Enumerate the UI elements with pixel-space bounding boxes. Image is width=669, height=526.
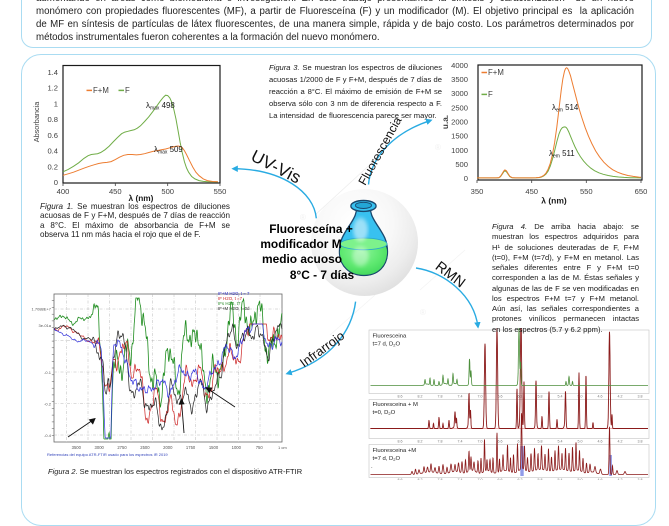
svg-text:550: 550 xyxy=(214,187,227,196)
svg-text:5.4: 5.4 xyxy=(558,395,563,399)
svg-text:λem 511: λem 511 xyxy=(549,149,575,159)
svg-text:4.2: 4.2 xyxy=(618,395,623,399)
svg-text:Fluoresceina: Fluoresceina xyxy=(373,334,407,340)
svg-text:1 cm: 1 cm xyxy=(278,445,287,450)
svg-text:8.2: 8.2 xyxy=(418,395,423,399)
svg-text:.: . xyxy=(371,464,373,470)
svg-text:®: ® xyxy=(325,83,331,92)
svg-text:IF+M H2O, t = 7: IF+M H2O, t = 7 xyxy=(218,291,250,296)
svg-text:350: 350 xyxy=(471,187,484,196)
svg-text:1.2: 1.2 xyxy=(47,84,58,93)
svg-text:-0.2: -0.2 xyxy=(44,402,52,407)
svg-text:1000: 1000 xyxy=(232,445,242,450)
svg-text:5.0: 5.0 xyxy=(578,395,583,399)
svg-text:F: F xyxy=(488,90,493,99)
svg-text:2500: 2500 xyxy=(140,445,150,450)
svg-text:550: 550 xyxy=(580,187,593,196)
svg-text:λ (nm): λ (nm) xyxy=(541,196,567,206)
svg-text:Fluoresceina +M: Fluoresceina +M xyxy=(373,448,417,454)
svg-text:7.0: 7.0 xyxy=(478,395,483,399)
svg-text:0.2: 0.2 xyxy=(47,162,58,171)
svg-text:8.6: 8.6 xyxy=(398,395,403,399)
svg-text:λ (nm): λ (nm) xyxy=(129,193,154,203)
svg-text:750: 750 xyxy=(256,445,264,450)
svg-text:u.a.: u.a. xyxy=(441,115,450,129)
svg-text:1.4: 1.4 xyxy=(47,68,58,77)
svg-text:1750: 1750 xyxy=(186,445,196,450)
svg-text:Absorbancia: Absorbancia xyxy=(32,101,41,143)
svg-text:t=0, D2O: t=0, D2O xyxy=(373,410,396,416)
svg-text:6.6: 6.6 xyxy=(498,395,503,399)
svg-text:7.4: 7.4 xyxy=(458,395,463,399)
svg-text:-0.4: -0.4 xyxy=(44,433,52,438)
svg-text:0: 0 xyxy=(54,178,58,187)
svg-text:1.7088E+7: 1.7088E+7 xyxy=(32,307,52,312)
svg-text:2750: 2750 xyxy=(117,445,127,450)
svg-text:500: 500 xyxy=(161,187,174,196)
svg-text:450: 450 xyxy=(525,187,538,196)
svg-text:0.8: 0.8 xyxy=(47,115,58,124)
svg-text:3e-01a: 3e-01a xyxy=(39,323,52,328)
svg-text:IF H2O, t =7: IF H2O, t =7 xyxy=(218,296,243,301)
svg-text:4.6: 4.6 xyxy=(598,395,603,399)
svg-text:3500: 3500 xyxy=(72,445,82,450)
svg-text:1000: 1000 xyxy=(451,146,468,155)
svg-text:7.8: 7.8 xyxy=(438,395,443,399)
svg-text:4000: 4000 xyxy=(451,61,468,70)
svg-text:λem 514: λem 514 xyxy=(552,103,579,113)
svg-text:1: 1 xyxy=(54,99,58,108)
svg-text:1500: 1500 xyxy=(209,445,219,450)
svg-text:3500: 3500 xyxy=(451,75,468,84)
svg-text:400: 400 xyxy=(57,187,70,196)
svg-text:F+M: F+M xyxy=(488,68,504,77)
svg-text:t=7 d, D2O: t=7 d, D2O xyxy=(373,456,401,462)
svg-text:®: ® xyxy=(435,143,441,152)
svg-text:F: F xyxy=(125,86,130,95)
svg-text:Referencias del equipo ATR-FTI: Referencias del equipo ATR-FTIR usado pa… xyxy=(47,452,168,457)
svg-text:®: ® xyxy=(420,308,426,317)
svg-text:650: 650 xyxy=(635,187,648,196)
svg-text:λmax 498: λmax 498 xyxy=(146,101,175,111)
svg-text:3.8: 3.8 xyxy=(638,395,643,399)
svg-text:Fluoresceina + M: Fluoresceina + M xyxy=(373,402,418,408)
svg-text:2000: 2000 xyxy=(451,118,468,127)
svg-text:2000: 2000 xyxy=(163,445,173,450)
svg-text:2500: 2500 xyxy=(451,103,468,112)
svg-text:0: 0 xyxy=(464,174,468,183)
svg-text:0.4: 0.4 xyxy=(47,147,58,156)
svg-text:®: ® xyxy=(300,213,306,222)
svg-text:-0.1: -0.1 xyxy=(44,370,52,375)
svg-text:IF+M H2O, t=0d: IF+M H2O, t=0d xyxy=(218,306,250,311)
svg-text:t=7 d, D2O: t=7 d, D2O xyxy=(373,342,401,348)
svg-text:λmax 509: λmax 509 xyxy=(154,145,183,155)
svg-text:1500: 1500 xyxy=(451,132,468,141)
svg-text:3000: 3000 xyxy=(451,89,468,98)
svg-text:450: 450 xyxy=(109,187,122,196)
svg-text:3000: 3000 xyxy=(95,445,105,450)
svg-text:0.6: 0.6 xyxy=(47,131,58,140)
svg-text:IFs H2O, t7: IFs H2O, t7 xyxy=(218,301,241,306)
svg-text:500: 500 xyxy=(455,160,468,169)
svg-text:F+M: F+M xyxy=(93,86,109,95)
svg-text:5.8: 5.8 xyxy=(538,395,543,399)
